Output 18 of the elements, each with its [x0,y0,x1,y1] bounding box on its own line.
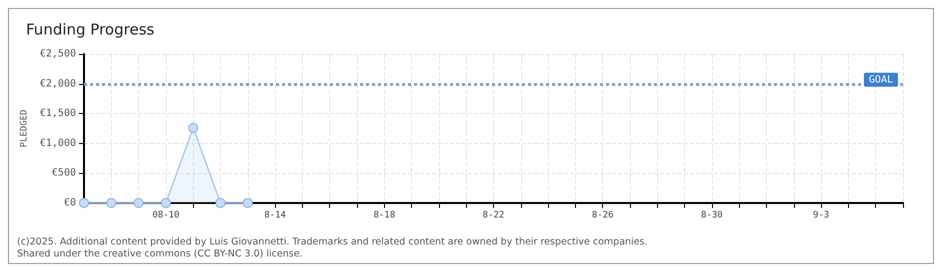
y-tick-label: €0 [64,198,76,208]
y-tick-label: €2,000 [40,78,76,90]
text: (c)2025. Additional content provided by Luis Giovannetti. Trademarks and related content are owned by their respective companies. [17,236,648,248]
y-tick-label: €500 [52,168,76,179]
ref-line-label: GOAL [868,74,893,86]
x-tick-label: 8-22 [482,210,504,220]
x-tick-label: 9-3 [812,210,830,220]
x-tick-label: 08-10 [152,210,180,220]
y-tick-label: €1,500 [40,108,76,120]
x-tick-label: 8-26 [592,210,614,220]
y-tick-label: €1,000 [40,138,76,149]
y-tick-label: €2,500 [40,48,76,60]
x-tick-label: 8-18 [373,210,396,220]
y-axis-title: PLEDGED [19,110,30,148]
text: Shared under the creative commons (CC BY-NC 3.0) license. [17,248,303,260]
x-tick-label: 8-14 [264,210,286,220]
chart-title: Funding Progress [26,20,155,38]
x-tick-label: 8-30 [701,210,723,220]
